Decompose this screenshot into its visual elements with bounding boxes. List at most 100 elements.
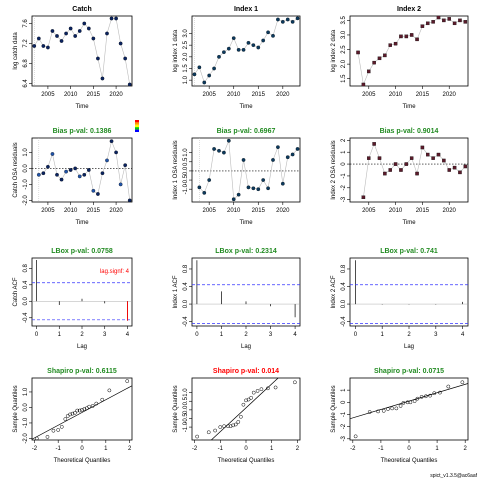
y-tick-label: -1.0 (183, 183, 189, 194)
data-point (295, 16, 300, 21)
data-point (59, 39, 64, 43)
y-tick-label: 0.0 (23, 296, 29, 305)
data-point (409, 156, 414, 160)
x-tick-label: 0 (80, 446, 84, 452)
data-point (463, 164, 468, 169)
x-axis-label: Time (75, 220, 89, 226)
qq-point (100, 397, 105, 402)
y-tick-label: 2.5 (341, 45, 347, 54)
y-tick-label: 0 (341, 400, 347, 404)
data-point (295, 147, 300, 151)
x-tick-label: 0 (354, 332, 358, 338)
data-point (251, 43, 256, 48)
y-tick-label: 0.0 (183, 405, 189, 414)
x-tick-label: 2010 (227, 92, 241, 98)
y-tick-label: -0.5 (183, 174, 189, 185)
data-point (431, 156, 435, 160)
y-tick-label: -1.0 (183, 421, 189, 432)
qq-point (233, 422, 238, 427)
data-point (420, 145, 425, 150)
plot-area (192, 260, 300, 324)
data-point (236, 47, 241, 52)
y-tick-label: -0.4 (183, 316, 189, 327)
panel-p11: Shapiro p-val: 0.014 -2 -1 0 1 2 -1.0-0.50.00.… (173, 368, 301, 464)
data-point (290, 152, 295, 157)
x-tick-label: 2 (80, 332, 84, 338)
x-tick-label: 2020 (276, 92, 290, 98)
qq-point (218, 425, 223, 429)
qq-point (82, 407, 87, 411)
qq-point (460, 380, 465, 385)
y-axis-label: log catch data (13, 32, 19, 70)
data-point (426, 152, 430, 157)
qq-point (73, 411, 77, 415)
x-axis-label: Time (75, 104, 89, 110)
plot-area (350, 260, 468, 324)
plot-area (32, 260, 132, 321)
qq-point (401, 401, 406, 405)
x-tick-label: 2 (407, 332, 411, 338)
data-point (197, 185, 202, 190)
y-tick-label: -0.4 (341, 316, 347, 327)
data-point (118, 41, 123, 46)
data-point (271, 158, 275, 162)
data-point (431, 20, 435, 24)
qq-point (353, 434, 358, 439)
y-axis-label: Index 1 ACF (173, 275, 179, 308)
data-point (436, 152, 441, 157)
y-tick-label: 2.0 (183, 52, 189, 61)
y-tick-label: 7.6 (23, 19, 29, 28)
x-tick-label: 1 (220, 332, 224, 338)
data-point (55, 172, 59, 177)
plot-area (32, 138, 132, 202)
x-tick-label: 1 (435, 446, 439, 452)
x-tick-label: 0 (195, 332, 199, 338)
y-tick-label: 0.8 (183, 264, 189, 273)
x-tick-label: 2010 (227, 208, 241, 214)
y-tick-label: 6.4 (23, 79, 29, 88)
y-tick-label: 0.0 (23, 164, 29, 173)
data-point (377, 156, 382, 160)
data-point (393, 41, 398, 46)
y-tick-label: 0.8 (341, 264, 347, 273)
panel-title: Bias p-val: 0.6967 (217, 128, 276, 135)
data-point (68, 168, 73, 172)
data-point (261, 38, 266, 43)
y-tick-label: 1.0 (183, 75, 189, 84)
y-axis-label: Index 2 ACF (331, 275, 337, 308)
y-tick-label: 3.0 (341, 30, 347, 39)
series-line (34, 18, 131, 85)
plot-area (195, 378, 297, 440)
data-point (426, 21, 430, 26)
data-point (361, 195, 366, 200)
qq-point (80, 407, 84, 412)
y-tick-label: 0.0 (23, 403, 29, 412)
data-point (463, 20, 468, 24)
data-point (420, 24, 425, 28)
x-tick-label: 2020 (109, 208, 123, 214)
plot-frame (191, 137, 301, 203)
data-point (256, 45, 261, 50)
data-point (415, 171, 419, 176)
y-tick-label: 1 (341, 388, 347, 392)
qq-point (34, 436, 39, 440)
data-point (388, 43, 392, 47)
x-tick-label: 4 (126, 332, 130, 338)
data-point (212, 66, 216, 71)
qq-point (367, 410, 372, 414)
y-axis-label: Sample Quantiles (173, 385, 179, 432)
x-tick-label: -1 (378, 446, 384, 452)
data-point (367, 156, 371, 160)
x-tick-label: 2015 (416, 208, 430, 214)
data-point (276, 145, 280, 149)
x-tick-label: 0 (35, 332, 39, 338)
x-tick-label: -1 (218, 446, 224, 452)
data-point (372, 142, 376, 146)
data-point (222, 50, 226, 55)
data-point (86, 168, 91, 172)
data-point (82, 21, 87, 26)
x-tick-label: 2010 (64, 92, 78, 98)
qq-point (419, 394, 424, 399)
lag-significance-note: lag.signf: 4 (100, 269, 130, 275)
